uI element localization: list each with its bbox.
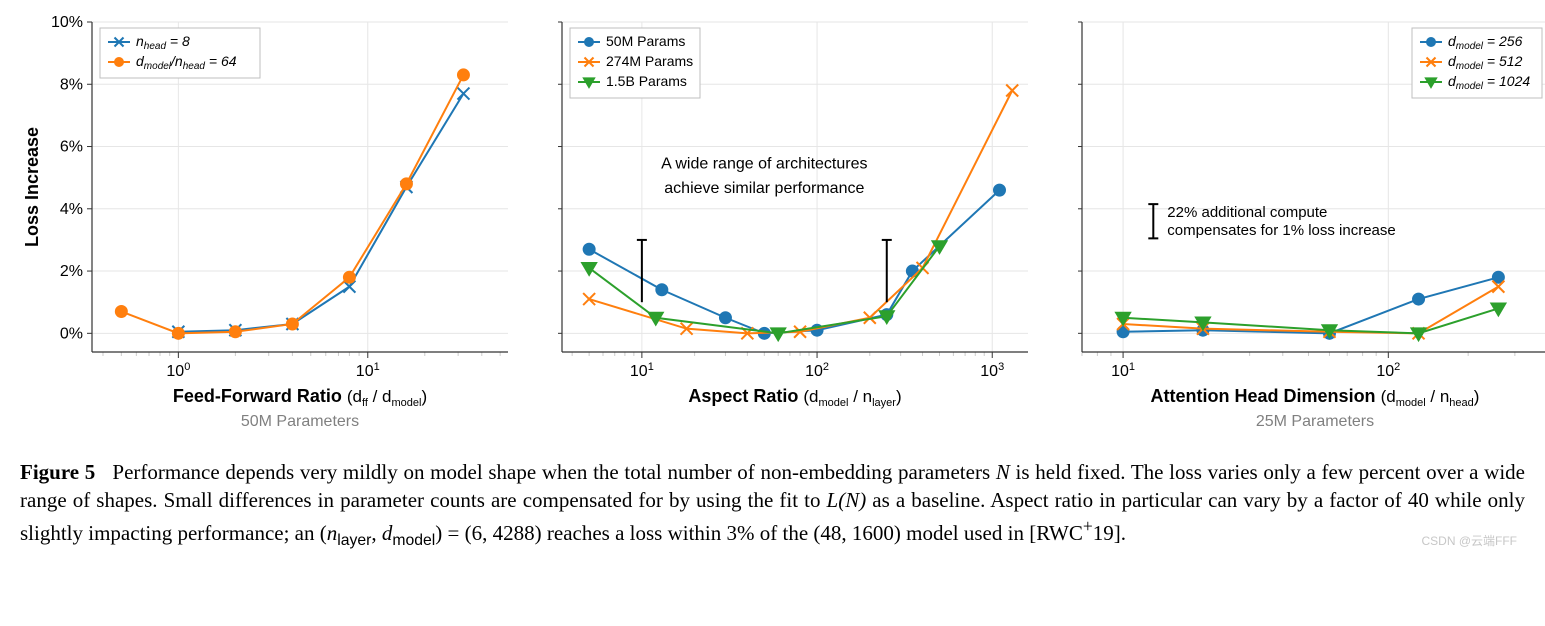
svg-text:50M Params: 50M Params	[606, 33, 685, 49]
svg-text:103: 103	[980, 361, 1004, 380]
caption-part-0: Performance depends very mildly on model…	[112, 460, 995, 484]
caption-plus: +	[1083, 516, 1093, 536]
svg-text:50M Parameters: 50M Parameters	[241, 413, 359, 430]
svg-text:2%: 2%	[60, 263, 83, 280]
svg-text:102: 102	[805, 361, 829, 380]
svg-text:274M Params: 274M Params	[606, 53, 693, 69]
watermark: CSDN @云端FFF	[1421, 532, 1517, 549]
caption-part-3: reaches a loss within 3% of the	[542, 521, 814, 545]
svg-text:102: 102	[1376, 361, 1400, 380]
figure-panels-row: 0%2%4%6%8%10%Loss Increase100101nhead = …	[20, 10, 1525, 440]
svg-text:100: 100	[166, 361, 190, 380]
caption-part-4: model used in [RWC	[901, 521, 1083, 545]
svg-text:compensates for 1% loss increa: compensates for 1% loss increase	[1167, 222, 1395, 239]
svg-text:Aspect Ratio (dmodel / nlayer): Aspect Ratio (dmodel / nlayer)	[688, 386, 901, 409]
svg-text:22% additional compute: 22% additional compute	[1167, 204, 1327, 221]
svg-text:Feed-Forward Ratio (dff / dmod: Feed-Forward Ratio (dff / dmodel)	[173, 386, 427, 409]
svg-text:8%: 8%	[60, 76, 83, 93]
panel-attention-head: 101102dmodel = 256dmodel = 512dmodel = 1…	[1060, 10, 1545, 440]
panel-feed-forward-ratio: 0%2%4%6%8%10%Loss Increase100101nhead = …	[20, 10, 520, 440]
chart-attention-head: 101102dmodel = 256dmodel = 512dmodel = 1…	[1060, 10, 1545, 440]
chart-feed-forward: 0%2%4%6%8%10%Loss Increase100101nhead = …	[20, 10, 520, 440]
svg-text:101: 101	[630, 361, 654, 380]
svg-text:0%: 0%	[60, 325, 83, 342]
svg-text:A wide range of architectures: A wide range of architectures	[661, 155, 867, 172]
svg-text:achieve similar performance: achieve similar performance	[664, 180, 864, 197]
chart-aspect-ratio: 101 102 103 50M Params 274M Params 1.5B Param…	[540, 10, 1040, 440]
svg-text:4%: 4%	[60, 201, 83, 218]
figure-caption: Figure 5 Performance depends very mildly…	[20, 458, 1525, 551]
svg-text:1.5B Params: 1.5B Params	[606, 73, 687, 89]
svg-text:25M Parameters: 25M Parameters	[1256, 413, 1374, 430]
svg-text:101: 101	[356, 361, 380, 380]
svg-text:10%: 10%	[51, 14, 83, 31]
math-N: N	[996, 460, 1010, 484]
figure-label: Figure 5	[20, 460, 95, 484]
math-LN: L(N)	[827, 488, 867, 512]
svg-text:Loss Increase: Loss Increase	[22, 127, 42, 247]
math-tuple1: (nlayer, dmodel) = (6, 4288)	[320, 521, 542, 545]
caption-part-5: 19].	[1093, 521, 1126, 545]
math-tuple2: (48, 1600)	[813, 521, 901, 545]
panel-aspect-ratio: 101 102 103 50M Params 274M Params 1.5B Param…	[540, 10, 1040, 440]
svg-text:Attention Head Dimension (dmod: Attention Head Dimension (dmodel / nhead…	[1151, 386, 1480, 409]
svg-text:101: 101	[1111, 361, 1135, 380]
svg-text:6%: 6%	[60, 139, 83, 156]
